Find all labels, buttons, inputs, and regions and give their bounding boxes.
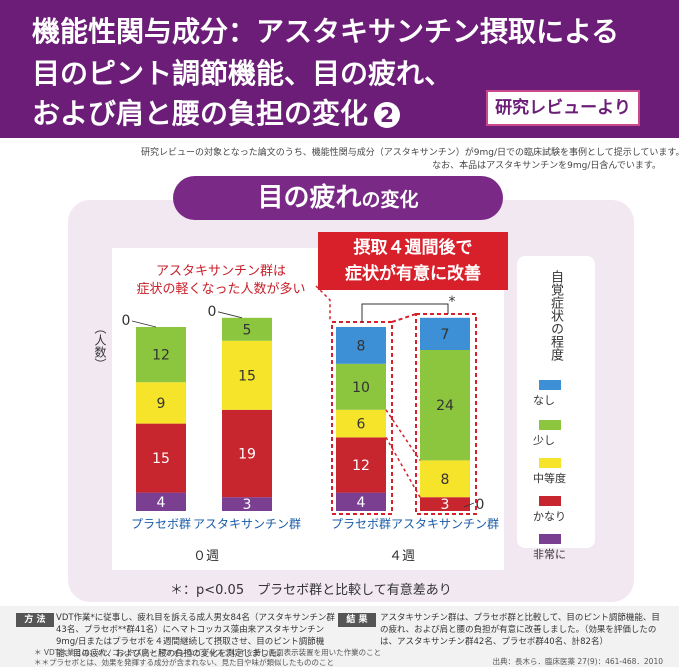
- bar-zero-label: 0: [208, 304, 217, 320]
- bar-zero-label: 0: [122, 313, 131, 329]
- bar-segment: [336, 363, 386, 410]
- significance-callout: 摂取４週間後で 症状が有意に改善: [318, 232, 508, 290]
- legend-item: 非常に: [533, 534, 593, 562]
- bar-value-label: 4: [357, 495, 366, 511]
- bar-segment: [136, 423, 186, 493]
- bar-value-label: 15: [238, 368, 256, 384]
- legend-swatch: [539, 380, 561, 390]
- bar-group-label: プラセボ群: [131, 517, 191, 531]
- zero-leader-line: [463, 502, 475, 508]
- bar-value-label: 12: [152, 348, 170, 364]
- highlight-connector: [391, 313, 417, 323]
- annotation-line-1: アスタキサンチン群は: [155, 264, 286, 279]
- bar-group-label: アスタキサンチン群: [193, 517, 301, 531]
- bar-segment: [336, 492, 386, 511]
- callout-line-2: 症状が有意に改善: [345, 264, 481, 284]
- legend-item: 中等度: [533, 458, 593, 486]
- bar-segment: [136, 492, 186, 511]
- title-line-1: 機能性関与成分：アスタキサンチン摂取による: [32, 15, 620, 48]
- bar-value-label: 10: [352, 380, 370, 396]
- legend-swatch: [539, 420, 561, 430]
- bar-value-label: 5: [243, 322, 252, 338]
- legend-item: かなり: [533, 496, 593, 524]
- zero-leader-line: [131, 320, 157, 328]
- zero-leader-line: [217, 311, 243, 319]
- legend-item: 少し: [533, 420, 593, 448]
- bar-value-label: 19: [238, 447, 256, 463]
- note-line-2: なお、本品はアスタキサンチンを9mg/日含んでいます。: [432, 161, 661, 171]
- bar-segment: [336, 327, 386, 364]
- chart-title: 目の疲れの変化: [173, 176, 503, 220]
- research-review-badge: 研究レビューより: [486, 90, 640, 126]
- bar-value-label: 8: [357, 338, 366, 354]
- title-line-3: および肩と腰の負担の変化 2: [32, 92, 401, 132]
- week-label: ０週: [193, 549, 219, 564]
- bar-value-label: 24: [436, 398, 454, 414]
- bar-value-label: 4: [157, 495, 166, 511]
- legend-swatch: [539, 496, 561, 506]
- method-text: VDT作業*に従事し、疲れ目を訴える成人男女84名（アスタキサンチン群43名、プ…: [56, 613, 335, 659]
- source-citation: 出典：長木ら．臨床医薬 27(9)：461-468．2010: [492, 657, 663, 666]
- bar-group-label: プラセボ群: [331, 517, 391, 531]
- bar-segment: [336, 409, 386, 438]
- bar-segment: [420, 350, 470, 461]
- bar-segment: [136, 382, 186, 424]
- bar-value-label: 15: [152, 451, 170, 467]
- legend-label: なし: [533, 394, 555, 407]
- bar-segment: [420, 460, 470, 498]
- title-line-2: 目のピント調節機能、目の疲れ、: [32, 57, 453, 90]
- legend-label: 非常に: [533, 548, 566, 561]
- result-tag: 結 果: [338, 613, 376, 627]
- significance-star: *: [449, 294, 456, 310]
- bar-zero-label: 0: [476, 497, 485, 513]
- bar-segment: [222, 497, 272, 511]
- annotation-line-2: 症状の軽くなった人数が多い: [136, 282, 306, 297]
- bar-value-label: 6: [357, 417, 366, 433]
- method-tag: 方 法: [16, 613, 54, 627]
- note-line-1: 研究レビューの対象となった論文のうち、機能性関与成分（アスタキサンチン）が9mg…: [141, 148, 679, 158]
- bar-segment: [336, 437, 386, 493]
- bar-segment: [420, 497, 470, 511]
- bar-segment: [136, 327, 186, 383]
- legend-label: 少し: [533, 434, 555, 447]
- legend-label: 中等度: [533, 472, 566, 485]
- bar-segment: [420, 317, 470, 350]
- legend-item: なし: [533, 380, 593, 408]
- title-line-3-text: および肩と腰の負担の変化: [32, 97, 369, 130]
- chart-title-main: 目の疲れ: [257, 183, 362, 213]
- bar-group-label: アスタキサンチン群: [391, 517, 499, 531]
- bar-value-label: 12: [352, 458, 370, 474]
- bar-value-label: 8: [441, 472, 450, 488]
- bar-value-label: 9: [157, 396, 166, 412]
- y-axis-label: （人数）: [93, 322, 107, 370]
- legend-title: 自覚症状の程度: [548, 270, 563, 361]
- highlight-box-astaxanthin: [415, 313, 477, 515]
- bar-segment: [222, 317, 272, 341]
- footnote-vdt: ＊ VDT作業とは、パソコンやスマートフォンなどディスプレイを持つ画面表示装置を…: [34, 648, 382, 657]
- bar-value-label: 3: [441, 497, 450, 513]
- change-connector-line: [385, 409, 421, 461]
- annotation-leader: [315, 285, 331, 320]
- significance-footnote: ＊：p<0.05 プラセボ群と比較して有意差あり: [170, 583, 452, 598]
- week-label: ４週: [389, 549, 415, 564]
- legend-swatch: [539, 534, 561, 544]
- callout-line-1: 摂取４週間後で: [353, 238, 473, 258]
- bar-value-label: 7: [441, 327, 450, 343]
- legend-label: かなり: [533, 510, 566, 523]
- bar-segment: [222, 409, 272, 498]
- significance-bracket: [361, 303, 449, 322]
- footnote-placebo: ＊＊プラセボとは、効果を発揮する成分が含まれない、見た目や味が類似したもののこと: [34, 658, 334, 667]
- section-number-badge: 2: [374, 102, 401, 128]
- header-banner: 機能性関与成分：アスタキサンチン摂取による 目のピント調節機能、目の疲れ、 およ…: [0, 0, 679, 138]
- result-text: アスタキサンチン群は、プラセボ群と比較して、目のピント調節機能、目の疲れ、および…: [380, 613, 660, 647]
- chart-title-suffix: の変化: [361, 189, 419, 211]
- legend-swatch: [539, 458, 561, 468]
- bar-segment: [222, 340, 272, 410]
- bar-value-label: 3: [243, 497, 252, 513]
